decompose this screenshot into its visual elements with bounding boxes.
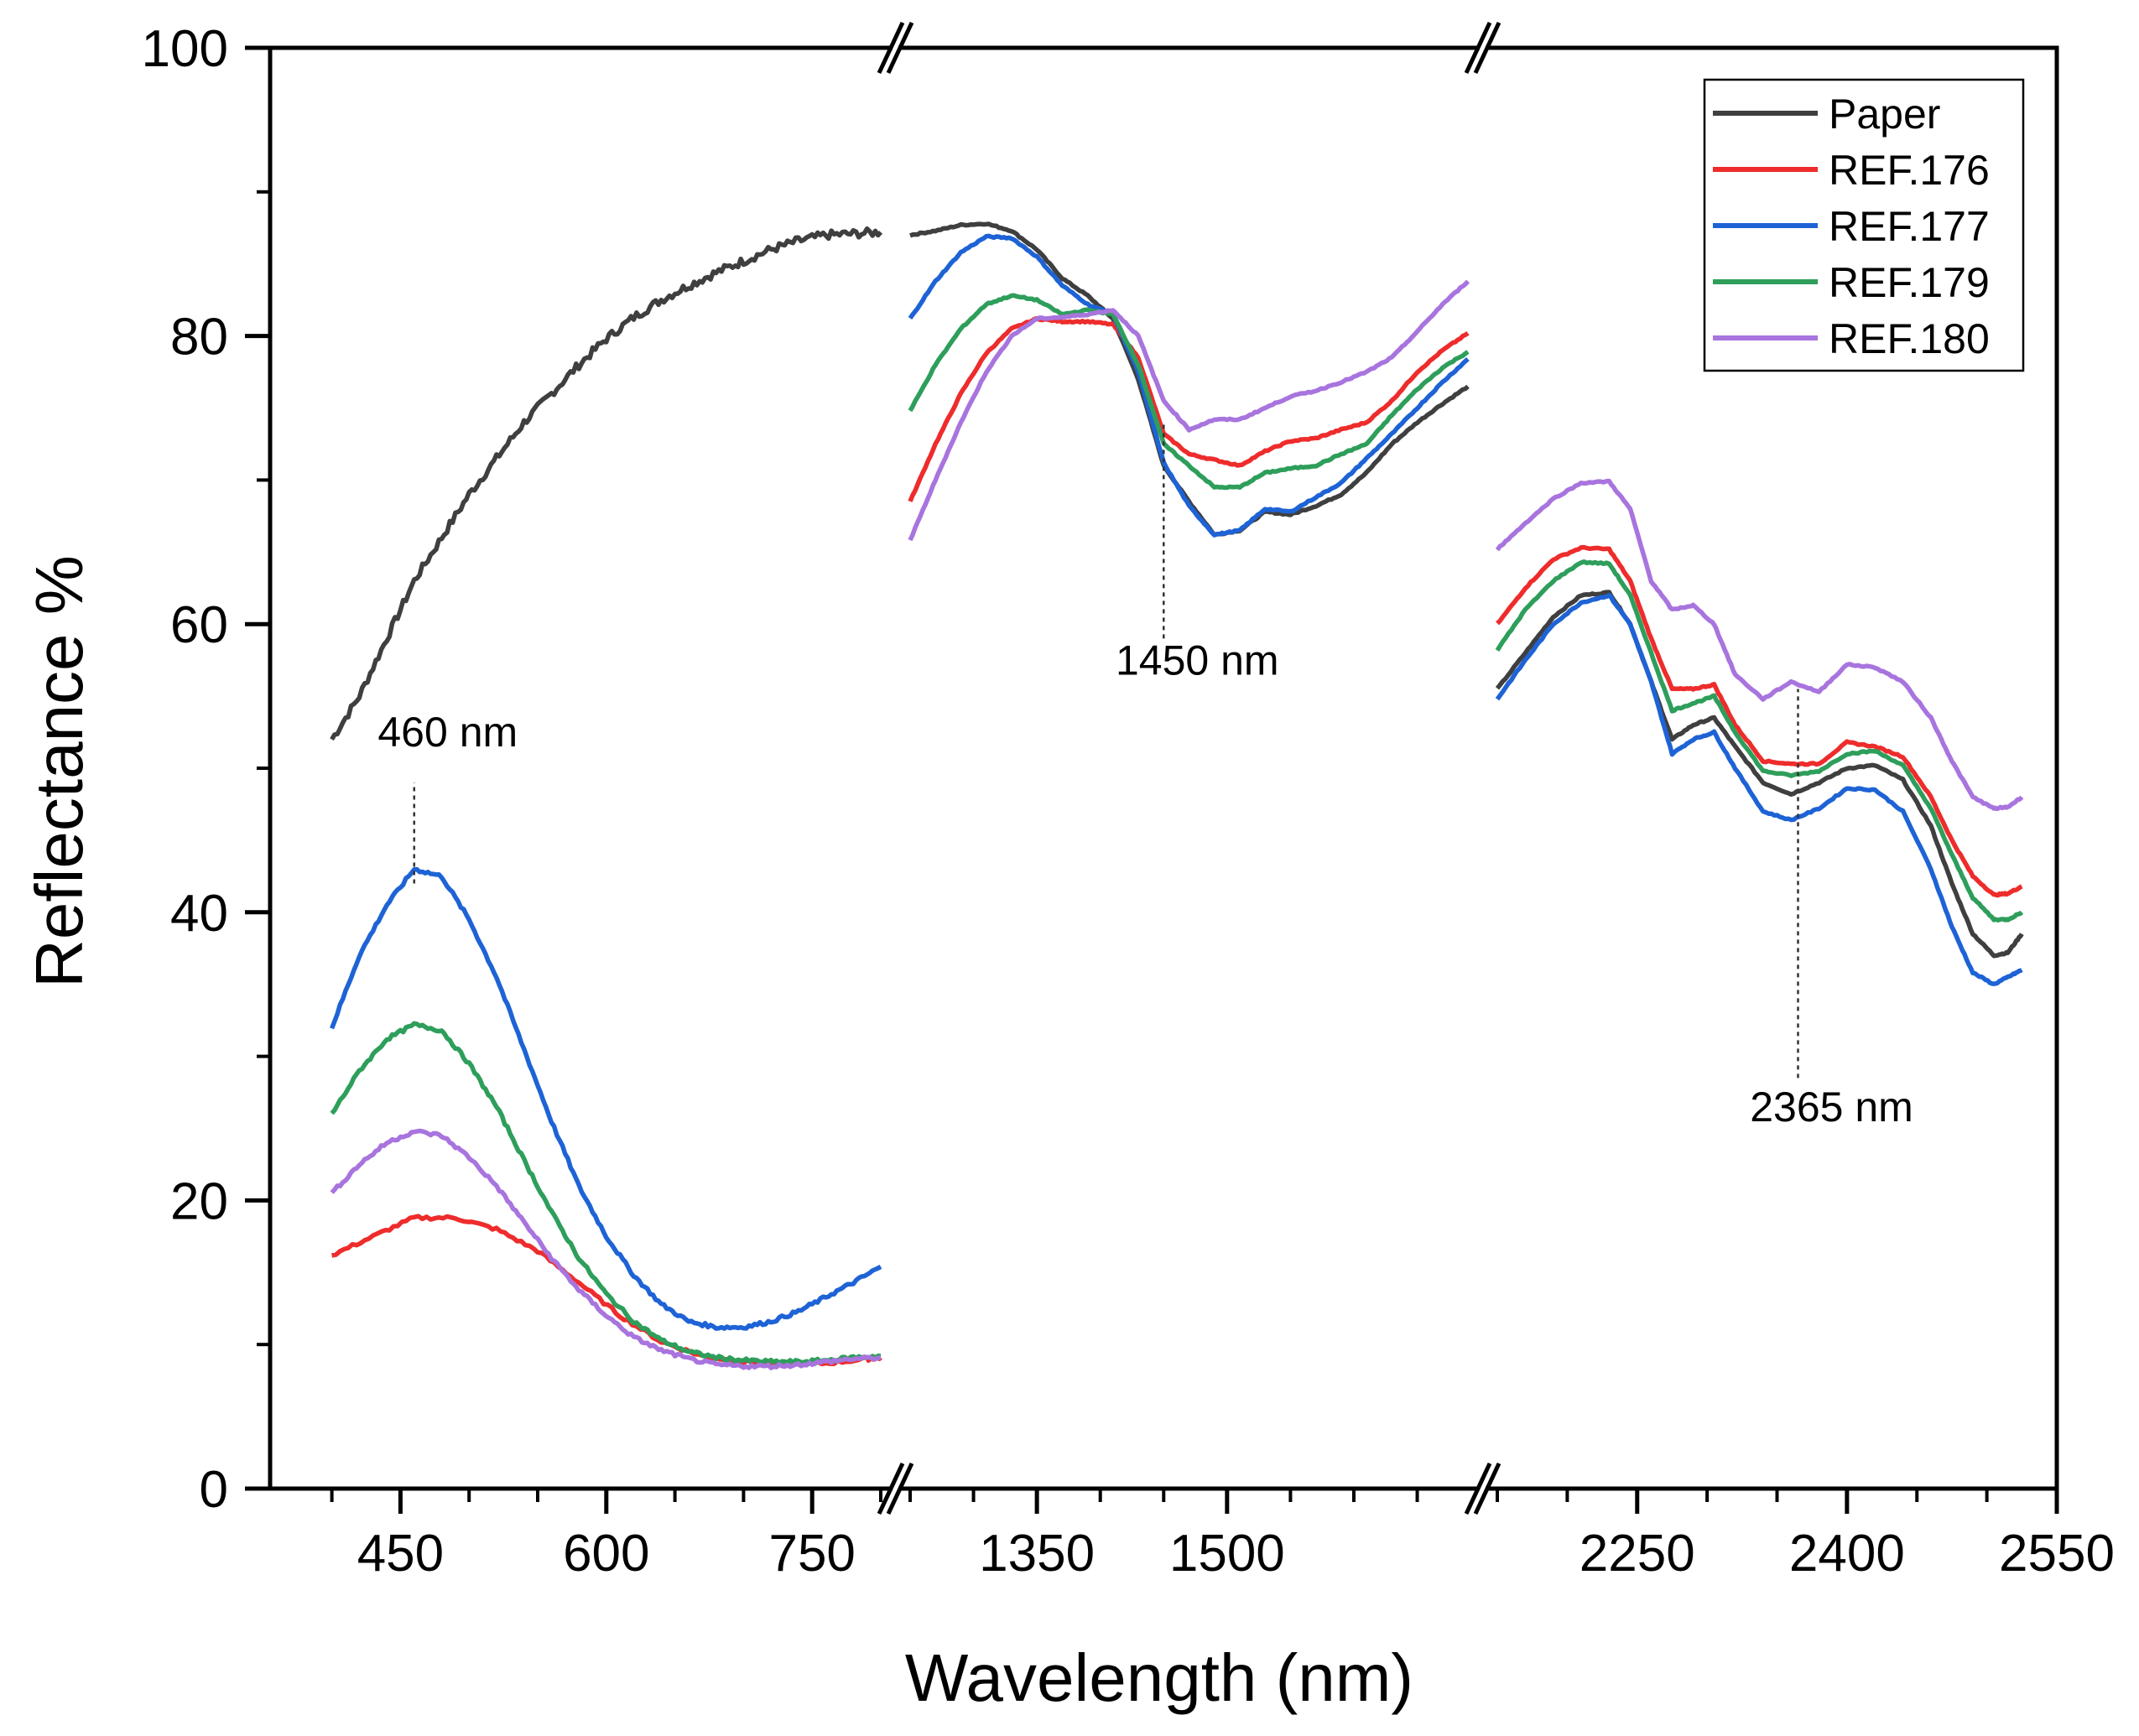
annotation-label-3: 2365 nm — [1750, 1084, 1913, 1130]
axis-break-mark-1 — [877, 21, 905, 75]
series-line-ref-176-segment-2 — [908, 315, 1470, 502]
series-line-ref-179-segment-2 — [908, 293, 1470, 491]
series-line-paper-segment-1 — [330, 226, 883, 741]
series-line-paper-segment-3 — [1495, 590, 2024, 959]
axis-break-mark-2 — [1473, 1462, 1501, 1515]
series-line-ref-179-segment-3 — [1495, 559, 2024, 923]
y-tick-label: 60 — [170, 596, 228, 654]
axis-break-gap — [1480, 43, 1486, 53]
annotation-label-2: 1450 nm — [1116, 637, 1279, 683]
x-tick-label: 2250 — [1580, 1525, 1695, 1583]
axis-break-gap — [893, 43, 898, 53]
x-tick-label: 750 — [768, 1525, 855, 1583]
axis-break-mark-2 — [1464, 21, 1492, 75]
axis-break-gap — [893, 1484, 898, 1494]
legend-label-ref-179: REF.179 — [1829, 259, 1990, 306]
legend-label-ref-177: REF.177 — [1829, 203, 1990, 250]
x-tick-label: 2400 — [1789, 1525, 1905, 1583]
x-tick-label: 1350 — [979, 1525, 1095, 1583]
y-tick-label: 20 — [170, 1172, 228, 1230]
y-tick-label: 100 — [142, 20, 228, 78]
axis-break-mark-2 — [1473, 21, 1501, 75]
axis-break-mark-2 — [1464, 1462, 1492, 1515]
legend-label-ref-180: REF.180 — [1829, 315, 1990, 362]
legend-label-ref-176: REF.176 — [1829, 147, 1990, 194]
axis-break-mark-1 — [886, 1462, 914, 1515]
y-tick-label: 40 — [170, 885, 228, 943]
series-line-ref-180-segment-3 — [1495, 478, 2024, 812]
axis-break-mark-1 — [877, 1462, 905, 1515]
annotation-label-1: 460 nm — [377, 709, 518, 756]
series-line-ref-177-segment-1 — [330, 866, 882, 1331]
x-axis-title: Wavelength (nm) — [905, 1640, 1413, 1715]
series-line-ref-180-segment-2 — [908, 279, 1470, 542]
series-line-ref-177-segment-3 — [1495, 593, 2023, 986]
series-line-paper-segment-2 — [909, 221, 1470, 538]
series-line-ref-176-segment-3 — [1496, 544, 2023, 898]
legend: Paper REF.176 REF.177 REF.179 REF.180 — [1703, 78, 2025, 372]
x-tick-label: 600 — [563, 1525, 649, 1583]
series-line-ref-180-segment-1 — [330, 1128, 882, 1370]
x-tick-label: 1500 — [1169, 1525, 1285, 1583]
series-line-ref-177-segment-2 — [908, 233, 1470, 538]
series-line-ref-179-segment-1 — [330, 1021, 882, 1365]
axis-break-gap — [1480, 1484, 1486, 1494]
x-tick-label: 450 — [357, 1525, 444, 1583]
axes: 0 20 40 60 80 100 450 600 750 1350 1500 2250 2400 255… — [142, 20, 2115, 1583]
y-tick-label: 0 — [200, 1461, 228, 1519]
y-axis-title: Reflectance % — [22, 555, 96, 988]
x-tick-label: 2550 — [1999, 1525, 2115, 1583]
annotations: 460 nm 1450 nm 2365 nm — [377, 422, 1913, 1130]
y-tick-label: 80 — [170, 309, 228, 366]
axis-break-mark-1 — [886, 21, 914, 75]
legend-label-paper: Paper — [1829, 91, 1940, 138]
plot-area — [330, 221, 2024, 1370]
